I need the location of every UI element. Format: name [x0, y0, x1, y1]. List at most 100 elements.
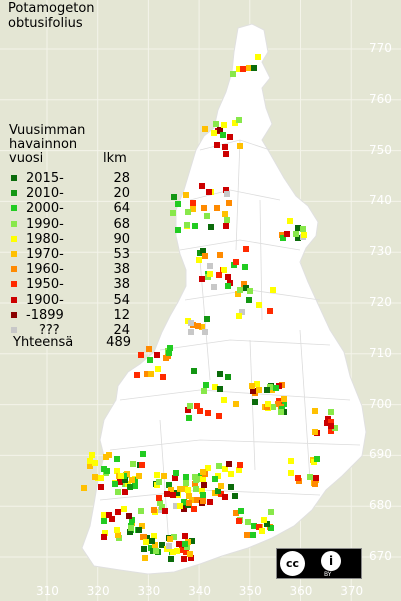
observation-square — [288, 470, 294, 476]
observation-square — [247, 288, 253, 294]
observation-square — [192, 223, 198, 229]
observation-square — [204, 316, 210, 322]
observation-square — [214, 142, 220, 148]
observation-square — [122, 489, 128, 495]
observation-square — [261, 517, 267, 523]
y-axis-label: 720 — [369, 295, 392, 309]
observation-square — [134, 372, 140, 378]
observation-square — [256, 302, 262, 308]
observation-square — [87, 458, 93, 464]
observation-square — [280, 235, 286, 241]
observation-square — [164, 491, 170, 497]
observation-square — [212, 476, 218, 482]
observation-square — [98, 475, 104, 481]
observation-square — [170, 492, 176, 498]
observation-square — [138, 352, 144, 358]
observation-square — [328, 409, 334, 415]
observation-square — [221, 267, 227, 273]
finland-outline — [81, 23, 367, 575]
observation-square — [142, 555, 148, 561]
legend-swatch — [11, 326, 17, 333]
legend-swatch — [11, 235, 17, 242]
observation-square — [129, 477, 135, 483]
legend-heading-line-3: vuosi — [9, 151, 44, 166]
observation-square — [175, 227, 181, 233]
observation-square — [235, 291, 241, 297]
observation-square — [250, 532, 256, 538]
legend-count: 90 — [113, 231, 130, 247]
observation-square — [332, 425, 338, 431]
observation-square — [256, 387, 262, 393]
observation-square — [216, 272, 222, 278]
legend-swatch — [11, 175, 17, 181]
observation-square — [155, 366, 161, 372]
observation-square — [118, 473, 124, 479]
observation-square — [202, 126, 208, 132]
observation-square — [168, 487, 174, 493]
observation-square — [181, 499, 187, 505]
observation-square — [222, 211, 228, 217]
observation-square — [226, 200, 232, 206]
observation-square — [128, 525, 134, 531]
observation-square — [167, 536, 173, 542]
observation-square — [174, 490, 180, 496]
observation-square — [221, 122, 227, 128]
legend-row: 2000- 64 — [9, 201, 134, 216]
observation-square — [237, 287, 243, 293]
observation-square — [188, 555, 194, 561]
observation-square — [200, 248, 206, 254]
observation-square — [172, 475, 178, 481]
attribution-icon: i — [321, 551, 341, 571]
observation-square — [221, 397, 227, 403]
legend-swatch — [11, 250, 17, 257]
observation-square — [211, 130, 217, 136]
x-axis-label: 370 — [340, 584, 364, 598]
observation-square — [328, 419, 334, 425]
legend-total-row: Yhteensä 489 — [13, 335, 131, 350]
observation-square — [151, 533, 157, 539]
observation-square — [201, 482, 207, 488]
observation-square — [183, 480, 189, 486]
observation-square — [273, 385, 279, 391]
observation-square — [181, 556, 187, 562]
observation-square — [166, 482, 172, 488]
observation-square — [251, 523, 257, 529]
observation-square — [243, 246, 249, 252]
observation-square — [130, 461, 136, 467]
observation-square — [243, 285, 249, 291]
observation-square — [312, 408, 318, 414]
observation-square — [132, 483, 138, 489]
legend-row: 1980- 90 — [9, 232, 134, 247]
observation-square — [270, 404, 276, 410]
observation-square — [267, 308, 273, 314]
legend-label: 2000- — [26, 201, 64, 217]
observation-square — [161, 473, 167, 479]
observation-square — [144, 371, 150, 377]
observation-square — [112, 481, 118, 487]
observation-square — [186, 500, 192, 506]
observation-square — [324, 420, 330, 426]
observation-square — [224, 217, 230, 223]
x-axis-label: 320 — [86, 584, 110, 598]
observation-square — [295, 475, 301, 481]
observation-square — [199, 324, 205, 330]
observation-square — [188, 320, 194, 326]
observation-square — [190, 200, 196, 206]
observation-square — [205, 410, 211, 416]
observation-square — [237, 143, 243, 149]
observation-square — [201, 205, 207, 211]
observation-square — [199, 183, 205, 189]
legend-label: 1960- — [26, 262, 64, 278]
legend-count: 12 — [113, 307, 130, 323]
observation-square — [166, 350, 172, 356]
observation-square — [127, 529, 133, 535]
observation-square — [202, 253, 208, 259]
observation-square — [223, 223, 229, 229]
observation-square — [104, 468, 110, 474]
observation-square — [239, 309, 245, 315]
x-axis-label: 310 — [36, 584, 59, 598]
observation-square — [136, 527, 142, 533]
observation-square — [152, 542, 158, 548]
observation-square — [167, 345, 173, 351]
observation-square — [138, 508, 144, 514]
